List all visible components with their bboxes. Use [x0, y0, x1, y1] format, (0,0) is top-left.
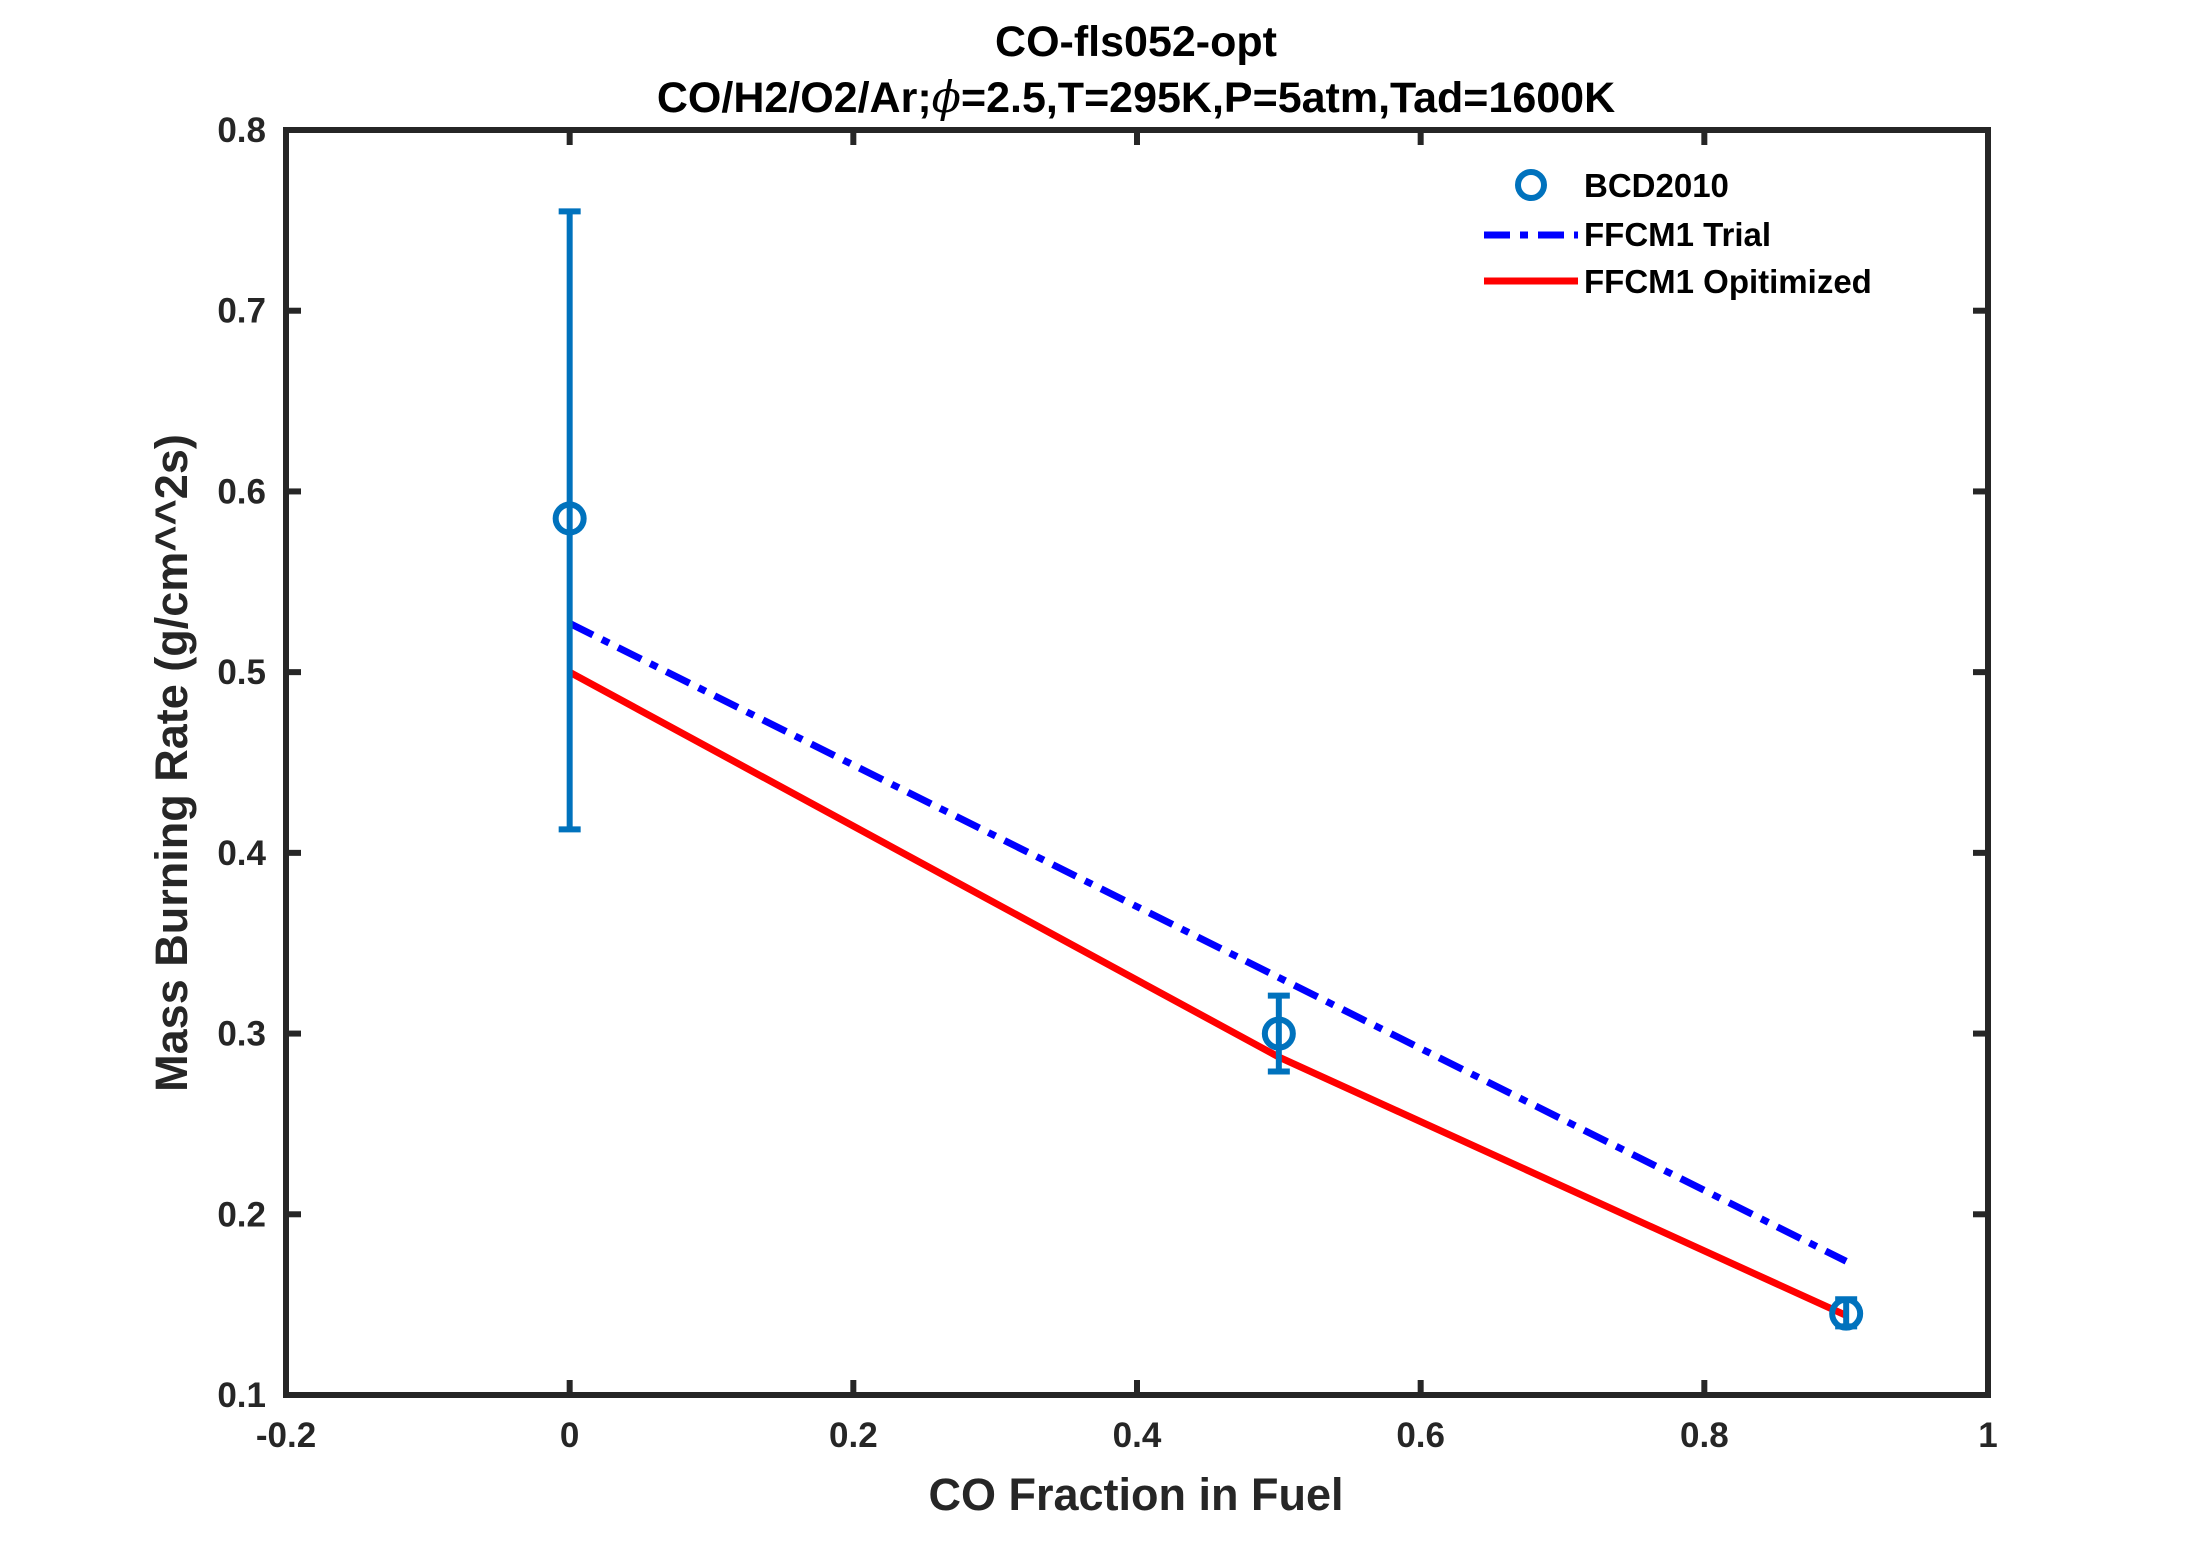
legend-label-ffcm1-trial: FFCM1 Trial [1584, 216, 1771, 253]
data-point [552, 208, 587, 833]
legend-label-bcd2010: BCD2010 [1584, 167, 1729, 204]
chart-subtitle: CO/H2/O2/Ar;ϕ=2.5,T=295K,P=5atm,Tad=1600… [657, 73, 1615, 123]
experiment-layer [552, 208, 1864, 1331]
legend: BCD2010 FFCM1 Trial FFCM1 Opitimized [1484, 167, 1872, 300]
legend-marker-bcd2010 [1515, 169, 1547, 201]
y-tick-label: 0.8 [217, 111, 266, 150]
x-tick-label: 0.2 [829, 1416, 878, 1455]
x-tick-label: 0.4 [1113, 1416, 1162, 1455]
x-tick-label: 0.8 [1680, 1416, 1729, 1455]
x-tick-label: 1 [1978, 1416, 1997, 1455]
data-point-marker [552, 501, 587, 536]
y-tick-label: 0.6 [217, 472, 266, 511]
y-axis-label: Mass Burning Rate (g/cm^^2s) [146, 434, 197, 1092]
subtitle-prefix: CO/H2/O2/Ar; [657, 74, 932, 122]
chart-title: CO-fls052-opt [995, 18, 1277, 66]
y-tick-label: 0.3 [217, 1015, 266, 1054]
data-point [1261, 992, 1296, 1075]
x-tick-label: -0.2 [256, 1416, 316, 1455]
x-tick-label: 0.6 [1396, 1416, 1445, 1455]
phi-symbol: ϕ [932, 73, 961, 123]
data-point-marker [1261, 1016, 1296, 1051]
y-tick-label: 0.7 [217, 292, 266, 331]
data-point-marker [1829, 1296, 1864, 1331]
series-layer [567, 620, 1848, 1319]
x-tick-label: 0 [560, 1416, 579, 1455]
y-tick-label: 0.2 [217, 1195, 266, 1234]
x-axis-label: CO Fraction in Fuel [928, 1469, 1343, 1520]
y-tick-label: 0.5 [217, 653, 266, 692]
series-line-ffcm1-opitimized [567, 669, 1848, 1319]
data-point [1829, 1296, 1864, 1331]
axis-tick-labels: -0.2 0 0.2 0.4 0.6 0.8 1 0.1 0.2 0.3 0.4 0.5 0.6 0.7 0… [217, 111, 1997, 1455]
legend-label-ffcm1-optimized: FFCM1 Opitimized [1584, 263, 1872, 300]
y-tick-label: 0.1 [217, 1376, 266, 1415]
subtitle-suffix: =2.5,T=295K,P=5atm,Tad=1600K [961, 74, 1615, 122]
y-tick-label: 0.4 [217, 834, 266, 873]
axis-ticks [283, 127, 1991, 1398]
series-line-ffcm1-trial [568, 620, 1848, 1265]
